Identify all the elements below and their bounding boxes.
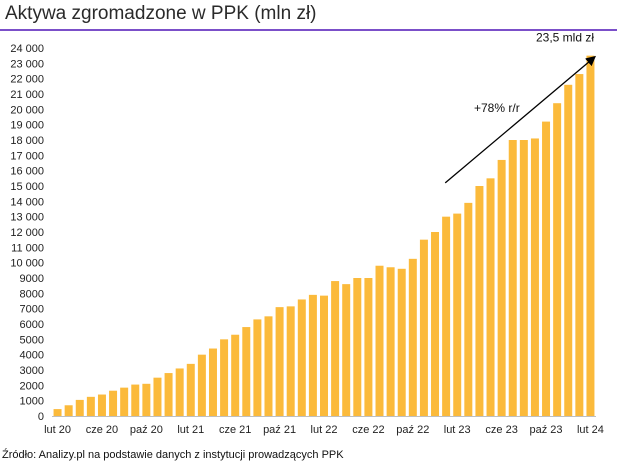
x-tick-label: cze 20 bbox=[86, 424, 118, 436]
y-tick-label: 18 000 bbox=[10, 135, 44, 147]
bar-lip-22 bbox=[375, 265, 384, 416]
bar-lis-20 bbox=[153, 377, 162, 416]
y-tick-label: 16 000 bbox=[10, 166, 44, 178]
bar-cze-21 bbox=[231, 334, 240, 416]
bar-kwi-22 bbox=[342, 284, 351, 416]
y-tick-label: 19 000 bbox=[10, 120, 44, 132]
growth-annotation: +78% r/r bbox=[474, 101, 520, 115]
y-tick-label: 10 000 bbox=[10, 258, 44, 270]
x-tick-label: lut 21 bbox=[177, 424, 204, 436]
bar-lip-23 bbox=[508, 140, 517, 416]
bar-sie-23 bbox=[519, 140, 528, 416]
bar-sie-21 bbox=[253, 319, 262, 416]
bar-gru-20 bbox=[164, 373, 173, 416]
y-tick-label: 1000 bbox=[20, 396, 44, 408]
x-axis-ticks: lut 20 cze 20 paź 20 lut 21 cze 21 paź 21 lut … bbox=[44, 424, 604, 436]
y-axis-ticks: 0 1000 2000 3000 4000 5000 6000 7000 8000 9000 10 … bbox=[10, 43, 44, 423]
bar-sty-21 bbox=[175, 368, 184, 416]
bar-wrz-20 bbox=[131, 384, 140, 416]
bar-lut-24 bbox=[586, 55, 595, 417]
x-tick-label: lut 23 bbox=[444, 424, 471, 436]
bar-wrz-23 bbox=[530, 138, 539, 416]
bar-sie-20 bbox=[120, 387, 129, 416]
bar-kwi-20 bbox=[75, 399, 84, 416]
bar-gru-23 bbox=[564, 84, 573, 417]
y-tick-label: 0 bbox=[38, 411, 44, 423]
bars bbox=[53, 55, 595, 417]
x-tick-label: lut 20 bbox=[44, 424, 71, 436]
bar-maj-20 bbox=[86, 396, 95, 416]
bar-cze-20 bbox=[97, 394, 106, 416]
bar-lis-21 bbox=[286, 306, 295, 416]
chart-title: Aktywa zgromadzone w PPK (mln zł) bbox=[5, 3, 317, 24]
bar-gru-22 bbox=[431, 232, 440, 416]
x-tick-label: lut 22 bbox=[311, 424, 338, 436]
y-tick-label: 6000 bbox=[20, 319, 44, 331]
bar-lis-22 bbox=[419, 239, 428, 416]
bar-mar-20 bbox=[64, 405, 73, 416]
growth-arrow bbox=[444, 55, 596, 184]
bar-gru-21 bbox=[297, 299, 306, 416]
bar-maj-22 bbox=[353, 278, 362, 416]
y-tick-label: 4000 bbox=[20, 350, 44, 362]
y-tick-label: 9000 bbox=[20, 273, 44, 285]
bar-kwi-21 bbox=[208, 348, 217, 416]
value-annotation: 23,5 mld zł bbox=[536, 31, 594, 45]
bar-lip-21 bbox=[242, 327, 251, 416]
x-tick-label: paź 21 bbox=[263, 424, 296, 436]
bar-lut-22 bbox=[320, 295, 328, 416]
bar-mar-21 bbox=[197, 354, 206, 416]
bar-lut-21 bbox=[186, 363, 195, 416]
bar-sie-22 bbox=[386, 267, 395, 416]
y-tick-label: 21 000 bbox=[10, 89, 44, 101]
bar-kwi-23 bbox=[475, 186, 484, 416]
y-tick-label: 3000 bbox=[20, 365, 44, 377]
y-tick-label: 7000 bbox=[20, 304, 44, 316]
y-tick-label: 5000 bbox=[20, 334, 44, 346]
bar-lut-23 bbox=[453, 213, 462, 416]
y-tick-label: 20 000 bbox=[10, 104, 44, 116]
bar-cze-22 bbox=[364, 278, 373, 416]
bar-paź-20 bbox=[142, 383, 151, 416]
x-tick-label: cze 22 bbox=[352, 424, 384, 436]
bar-paź-21 bbox=[275, 307, 284, 416]
y-tick-label: 14 000 bbox=[10, 196, 44, 208]
source-note: Źródło: Analizy.pl na podstawie danych z… bbox=[2, 449, 344, 461]
x-tick-label: paź 23 bbox=[530, 424, 563, 436]
bar-maj-23 bbox=[486, 178, 495, 416]
y-tick-label: 2000 bbox=[20, 380, 44, 392]
bar-sty-24 bbox=[575, 74, 584, 417]
bar-cze-23 bbox=[497, 159, 506, 416]
bar-lis-23 bbox=[553, 103, 562, 416]
y-tick-label: 23 000 bbox=[10, 58, 44, 70]
y-tick-label: 8000 bbox=[20, 288, 44, 300]
bar-wrz-21 bbox=[264, 316, 273, 416]
bar-paź-22 bbox=[408, 258, 417, 416]
x-tick-label: cze 21 bbox=[219, 424, 251, 436]
y-tick-label: 11 000 bbox=[11, 242, 44, 254]
x-tick-label: paź 20 bbox=[130, 424, 163, 436]
y-tick-label: 15 000 bbox=[10, 181, 44, 193]
bar-maj-21 bbox=[220, 339, 229, 416]
y-tick-label: 13 000 bbox=[10, 212, 44, 224]
bar-lip-20 bbox=[109, 390, 118, 416]
bar-mar-23 bbox=[464, 202, 473, 416]
annotations: 23,5 mld zł +78% r/r bbox=[444, 31, 596, 184]
x-tick-label: cze 23 bbox=[485, 424, 517, 436]
y-tick-label: 12 000 bbox=[10, 227, 44, 239]
y-tick-label: 24 000 bbox=[10, 43, 44, 55]
y-tick-label: 22 000 bbox=[10, 74, 44, 86]
bar-mar-22 bbox=[331, 281, 340, 416]
y-tick-label: 17 000 bbox=[10, 150, 44, 162]
bar-sty-23 bbox=[442, 216, 451, 416]
bar-sty-22 bbox=[308, 294, 317, 416]
title-underline bbox=[0, 29, 617, 31]
bar-wrz-22 bbox=[397, 268, 406, 416]
x-tick-label: paź 22 bbox=[396, 424, 429, 436]
x-tick-label: lut 24 bbox=[577, 424, 604, 436]
bar-lut-20 bbox=[53, 409, 62, 416]
bar-paź-23 bbox=[542, 121, 551, 416]
